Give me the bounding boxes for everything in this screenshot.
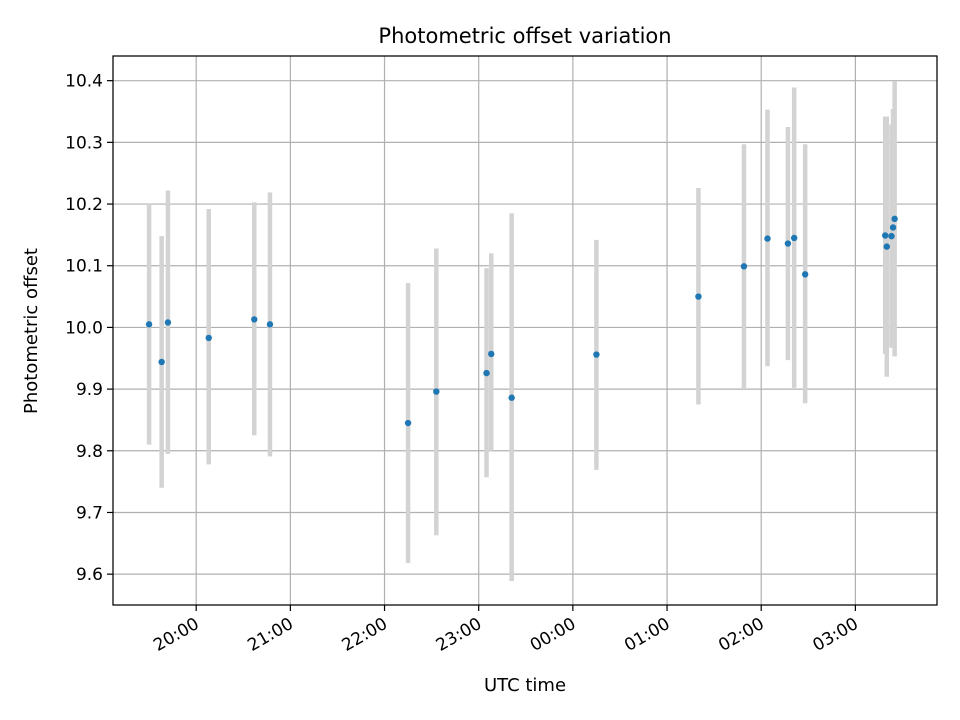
data-point [483,369,490,377]
y-tick-label: 9.7 [76,503,103,523]
data-point [882,232,889,239]
x-axis-label: UTC time [484,675,566,696]
y-tick-label: 9.9 [76,380,103,400]
plot-area-frame [112,55,938,606]
y-tick-label: 9.8 [76,442,103,462]
data-point [488,350,495,358]
data-point [164,319,172,326]
y-tick-label: 10.4 [65,72,103,92]
data-point [145,321,153,328]
chart-title: Photometric offset variation [378,24,671,48]
y-tick-label: 10.0 [65,318,103,338]
data-point [889,224,897,231]
data-point [764,235,771,242]
data-point [266,321,274,328]
y-tick-label: 9.6 [76,565,103,585]
data-point [205,334,212,342]
data-point [784,240,792,247]
data-point [695,293,702,300]
y-axis: 9.6 9.7 9.8 9.9 10.0 10.1 10.2 10.3 10.4 [65,72,113,585]
y-tick-label: 10.1 [65,257,103,277]
data-point [888,232,895,240]
data-point [404,419,412,427]
data-point [433,388,440,395]
y-tick-label: 10.2 [65,195,103,215]
data-point [891,215,898,223]
data-point [801,271,809,278]
data-points [145,215,898,427]
data-point [883,243,890,250]
data-point [251,316,258,323]
data-point [158,358,165,366]
data-point [593,351,600,358]
data-point [740,263,748,270]
y-tick-label: 10.3 [65,133,103,153]
data-point [790,234,798,242]
data-point [508,394,515,401]
grid [113,56,937,605]
y-axis-label: Photometric offset [21,248,42,414]
